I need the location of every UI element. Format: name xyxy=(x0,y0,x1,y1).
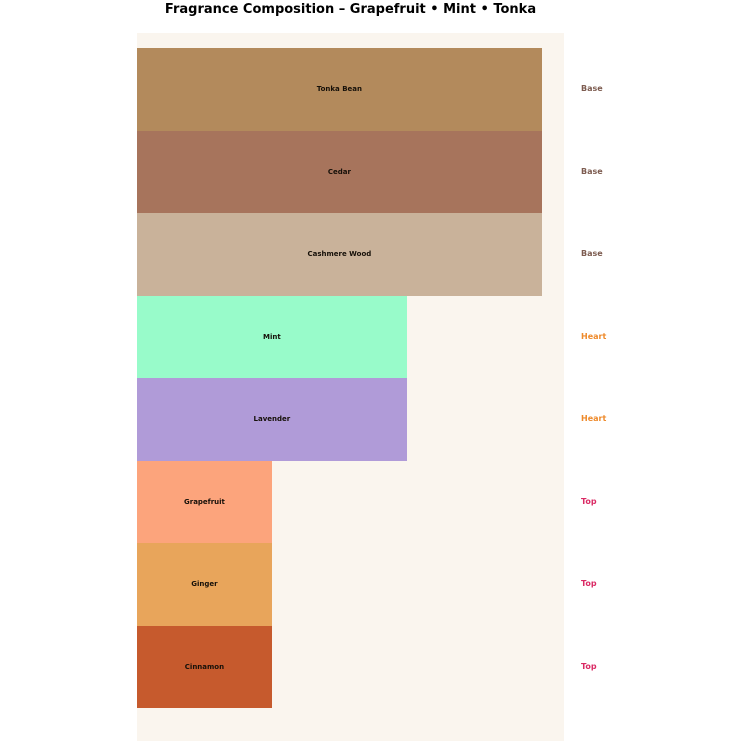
bar-label: Ginger xyxy=(191,580,218,589)
bar-cinnamon: Cinnamon xyxy=(137,625,272,708)
bar-label: Grapefruit xyxy=(184,497,225,506)
bar-label: Lavender xyxy=(253,415,291,424)
bar-cedar: Cedar xyxy=(137,130,542,213)
bar-label: Tonka Bean xyxy=(316,85,362,94)
bar-mint: Mint xyxy=(137,295,407,378)
plot-area: Tonka Bean Cedar Cashmere Wood Mint Lave… xyxy=(137,33,564,741)
chart-title: Fragrance Composition – Grapefruit • Min… xyxy=(164,2,537,17)
bar-label: Cedar xyxy=(327,167,351,176)
bar-label: Cashmere Wood xyxy=(307,250,372,259)
note-type-label: Base xyxy=(581,84,603,94)
bar-label: Cinnamon xyxy=(184,662,225,671)
bar-ginger: Ginger xyxy=(137,543,272,626)
note-type-label: Heart xyxy=(581,414,607,424)
bar-grapefruit: Grapefruit xyxy=(137,460,272,543)
bar-lavender: Lavender xyxy=(137,378,407,461)
note-type-label: Top xyxy=(581,496,597,506)
note-type-label: Top xyxy=(581,579,597,589)
note-type-label: Heart xyxy=(581,331,607,341)
note-type-label: Base xyxy=(581,166,603,176)
bar-tonka-bean: Tonka Bean xyxy=(137,48,542,131)
bar-label: Mint xyxy=(263,332,281,341)
bar-cashmere-wood: Cashmere Wood xyxy=(137,213,542,296)
note-type-label: Top xyxy=(581,661,597,671)
note-type-label: Base xyxy=(581,249,603,259)
